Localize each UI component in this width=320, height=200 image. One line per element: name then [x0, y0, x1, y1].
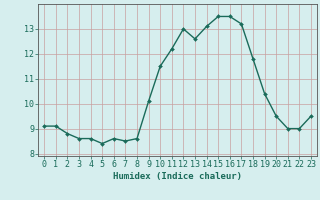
X-axis label: Humidex (Indice chaleur): Humidex (Indice chaleur) [113, 172, 242, 181]
